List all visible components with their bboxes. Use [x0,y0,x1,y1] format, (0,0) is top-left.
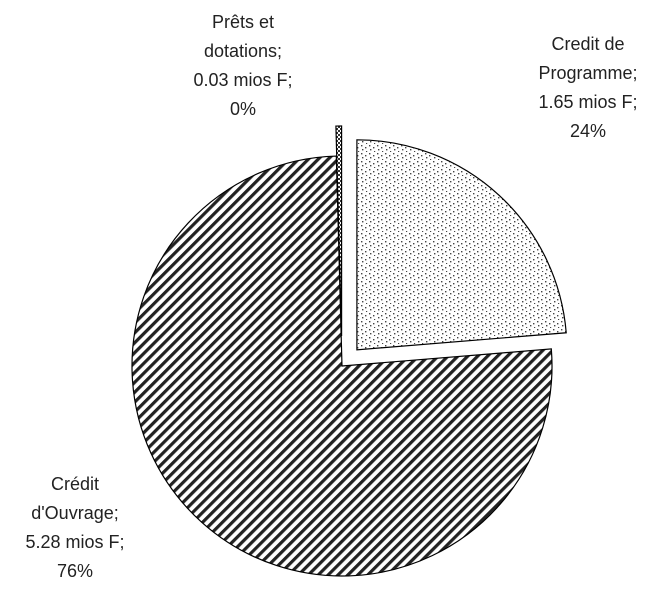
category-name: Credit de Programme [538,34,633,83]
separator: ; [632,92,638,112]
separator: ; [113,503,119,523]
value-label: 0.03 mios F [193,70,288,90]
separator: ; [119,532,125,552]
separator: ; [287,70,293,90]
percent-line: 76% [10,557,140,586]
pie-slice [131,155,553,577]
value-line: 0.03 mios F; [178,66,308,95]
value-label: 1.65 mios F [538,92,633,112]
percent-label: 0% [229,99,256,119]
slice-label: Crédit d'Ouvrage; 5.28 mios F; 76% [10,470,140,586]
percent-label: 24% [569,121,607,141]
category-name: Prêts et dotations [203,12,278,61]
value-label: 5.28 mios F [25,532,120,552]
category-line: Credit de Programme; [532,30,644,88]
slice-label: Prêts et dotations; 0.03 mios F; 0% [178,8,308,124]
category-line: Prêts et dotations; [187,8,299,66]
pie-slice [335,125,343,337]
separator: ; [277,41,283,61]
percent-line: 0% [178,95,308,124]
value-line: 5.28 mios F; [10,528,140,557]
slice-label: Credit de Programme; 1.65 mios F; 24% [523,30,653,146]
percent-line: 24% [523,117,653,146]
pie-slice [356,139,567,351]
value-line: 1.65 mios F; [523,88,653,117]
percent-label: 76% [56,561,94,581]
category-name: Crédit d'Ouvrage [31,474,114,523]
category-line: Crédit d'Ouvrage; [19,470,131,528]
separator: ; [632,63,638,83]
